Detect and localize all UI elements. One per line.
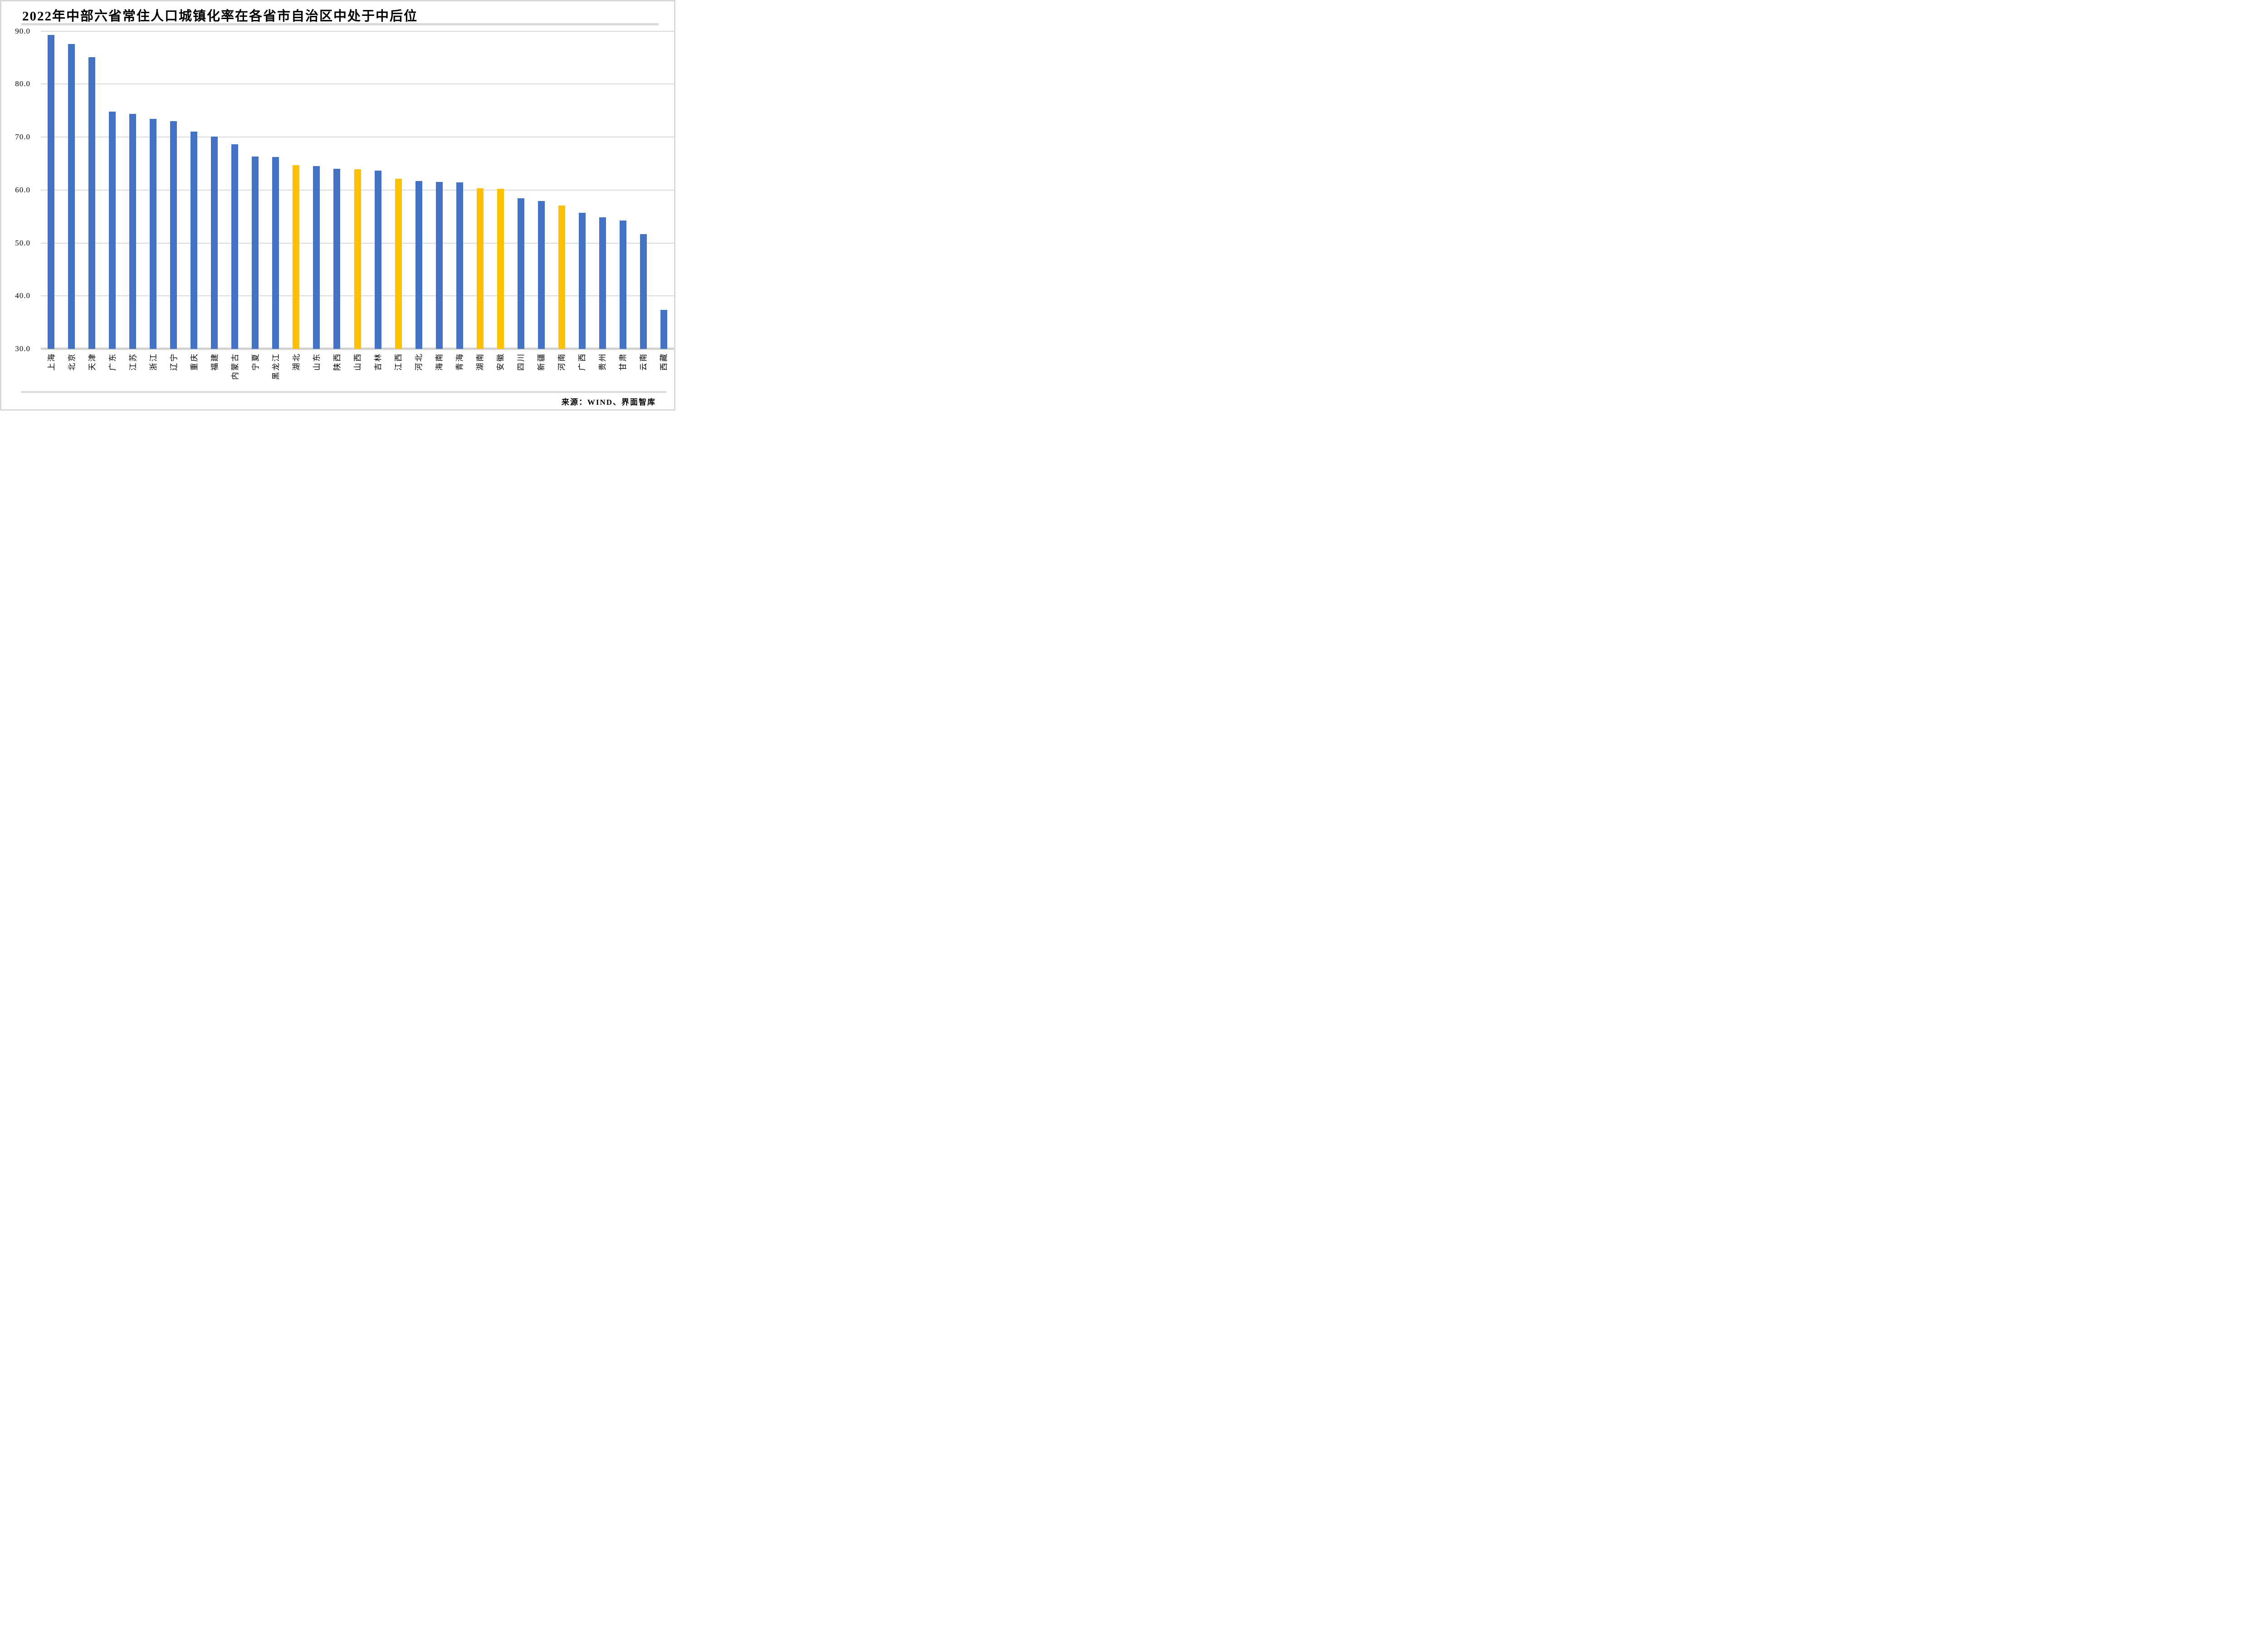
bar-西藏	[660, 309, 667, 349]
x-axis-label-四川: 四川	[517, 353, 526, 371]
y-axis-label-50.0: 50.0	[15, 238, 30, 247]
bar-陕西	[333, 169, 341, 349]
bar-天津	[88, 57, 96, 349]
x-axis-label-广西: 广西	[578, 353, 587, 371]
bar-新疆	[538, 201, 545, 349]
x-axis-label-黑龙江: 黑龙江	[271, 353, 280, 380]
bar-海南	[435, 182, 443, 349]
bar-湖北	[293, 165, 300, 349]
source-note: 来源：WIND、界面智库	[561, 398, 656, 407]
y-axis-label-70.0: 70.0	[15, 132, 30, 141]
bar-重庆	[191, 132, 198, 349]
x-axis-label-内蒙古: 内蒙古	[230, 353, 240, 380]
bar-四川	[517, 198, 524, 349]
x-axis-label-宁夏: 宁夏	[251, 353, 260, 371]
bar-河南	[558, 205, 565, 349]
bar-湖南	[476, 188, 484, 349]
bar-青海	[456, 182, 463, 349]
bar-浙江	[150, 119, 157, 349]
bar-广东	[109, 111, 116, 349]
x-axis-label-陕西: 陕西	[332, 353, 342, 371]
x-axis-label-江西: 江西	[394, 353, 403, 371]
bar-广西	[578, 212, 586, 349]
x-axis-label-云南: 云南	[639, 353, 648, 371]
footer-divider	[21, 391, 666, 393]
title-underline	[21, 23, 659, 25]
x-axis-label-甘肃: 甘肃	[619, 353, 628, 371]
bar-黑龙江	[272, 157, 279, 349]
bar-北京	[68, 44, 75, 349]
bar-福建	[211, 136, 218, 349]
x-axis-label-河北: 河北	[415, 353, 424, 371]
x-axis-label-湖北: 湖北	[292, 353, 301, 371]
bar-山西	[354, 169, 361, 349]
x-axis-label-广东: 广东	[108, 353, 117, 371]
x-axis-label-上海: 上海	[47, 353, 56, 371]
x-axis-label-江苏: 江苏	[128, 353, 137, 371]
x-axis-label-安徽: 安徽	[496, 353, 505, 371]
x-axis-label-湖南: 湖南	[476, 353, 485, 371]
x-axis-label-天津: 天津	[88, 353, 97, 371]
bar-江苏	[129, 113, 137, 349]
bar-安徽	[497, 189, 504, 349]
bar-内蒙古	[231, 144, 239, 349]
x-axis-label-青海: 青海	[455, 353, 464, 371]
bar-江西	[395, 179, 402, 349]
x-axis-label-福建: 福建	[210, 353, 219, 371]
bar-宁夏	[252, 157, 259, 349]
x-axis-label-山东: 山东	[312, 353, 321, 371]
bar-辽宁	[170, 121, 177, 349]
x-axis-label-辽宁: 辽宁	[169, 353, 178, 371]
y-axis-label-30.0: 30.0	[15, 344, 30, 353]
gridline-90.0	[41, 30, 674, 32]
bar-河北	[415, 181, 422, 349]
x-axis-label-贵州: 贵州	[598, 353, 607, 371]
chart-page: 2022年中部六省常住人口城镇化率在各省市自治区中处于中后位 来源：WIND、界…	[0, 0, 675, 411]
x-axis-label-北京: 北京	[67, 353, 76, 371]
x-axis-label-山西: 山西	[353, 353, 362, 371]
chart-title: 2022年中部六省常住人口城镇化率在各省市自治区中处于中后位	[22, 9, 418, 24]
bar-甘肃	[619, 221, 626, 349]
y-axis-label-90.0: 90.0	[15, 26, 30, 35]
y-axis-label-60.0: 60.0	[15, 185, 30, 194]
x-axis-label-西藏: 西藏	[660, 353, 669, 371]
x-axis-label-河南: 河南	[557, 353, 567, 371]
bar-山东	[313, 166, 320, 349]
bar-吉林	[374, 170, 381, 349]
x-axis-label-新疆: 新疆	[537, 353, 546, 371]
bar-云南	[640, 234, 647, 349]
x-axis-label-浙江: 浙江	[149, 353, 158, 371]
bar-上海	[48, 34, 55, 349]
bar-贵州	[599, 217, 606, 349]
x-axis-label-吉林: 吉林	[374, 353, 383, 371]
x-axis-label-海南: 海南	[435, 353, 444, 371]
x-axis-label-重庆: 重庆	[190, 353, 199, 371]
gridline-80.0	[41, 83, 674, 85]
y-axis-label-40.0: 40.0	[15, 291, 30, 300]
y-axis-label-80.0: 80.0	[15, 79, 30, 88]
